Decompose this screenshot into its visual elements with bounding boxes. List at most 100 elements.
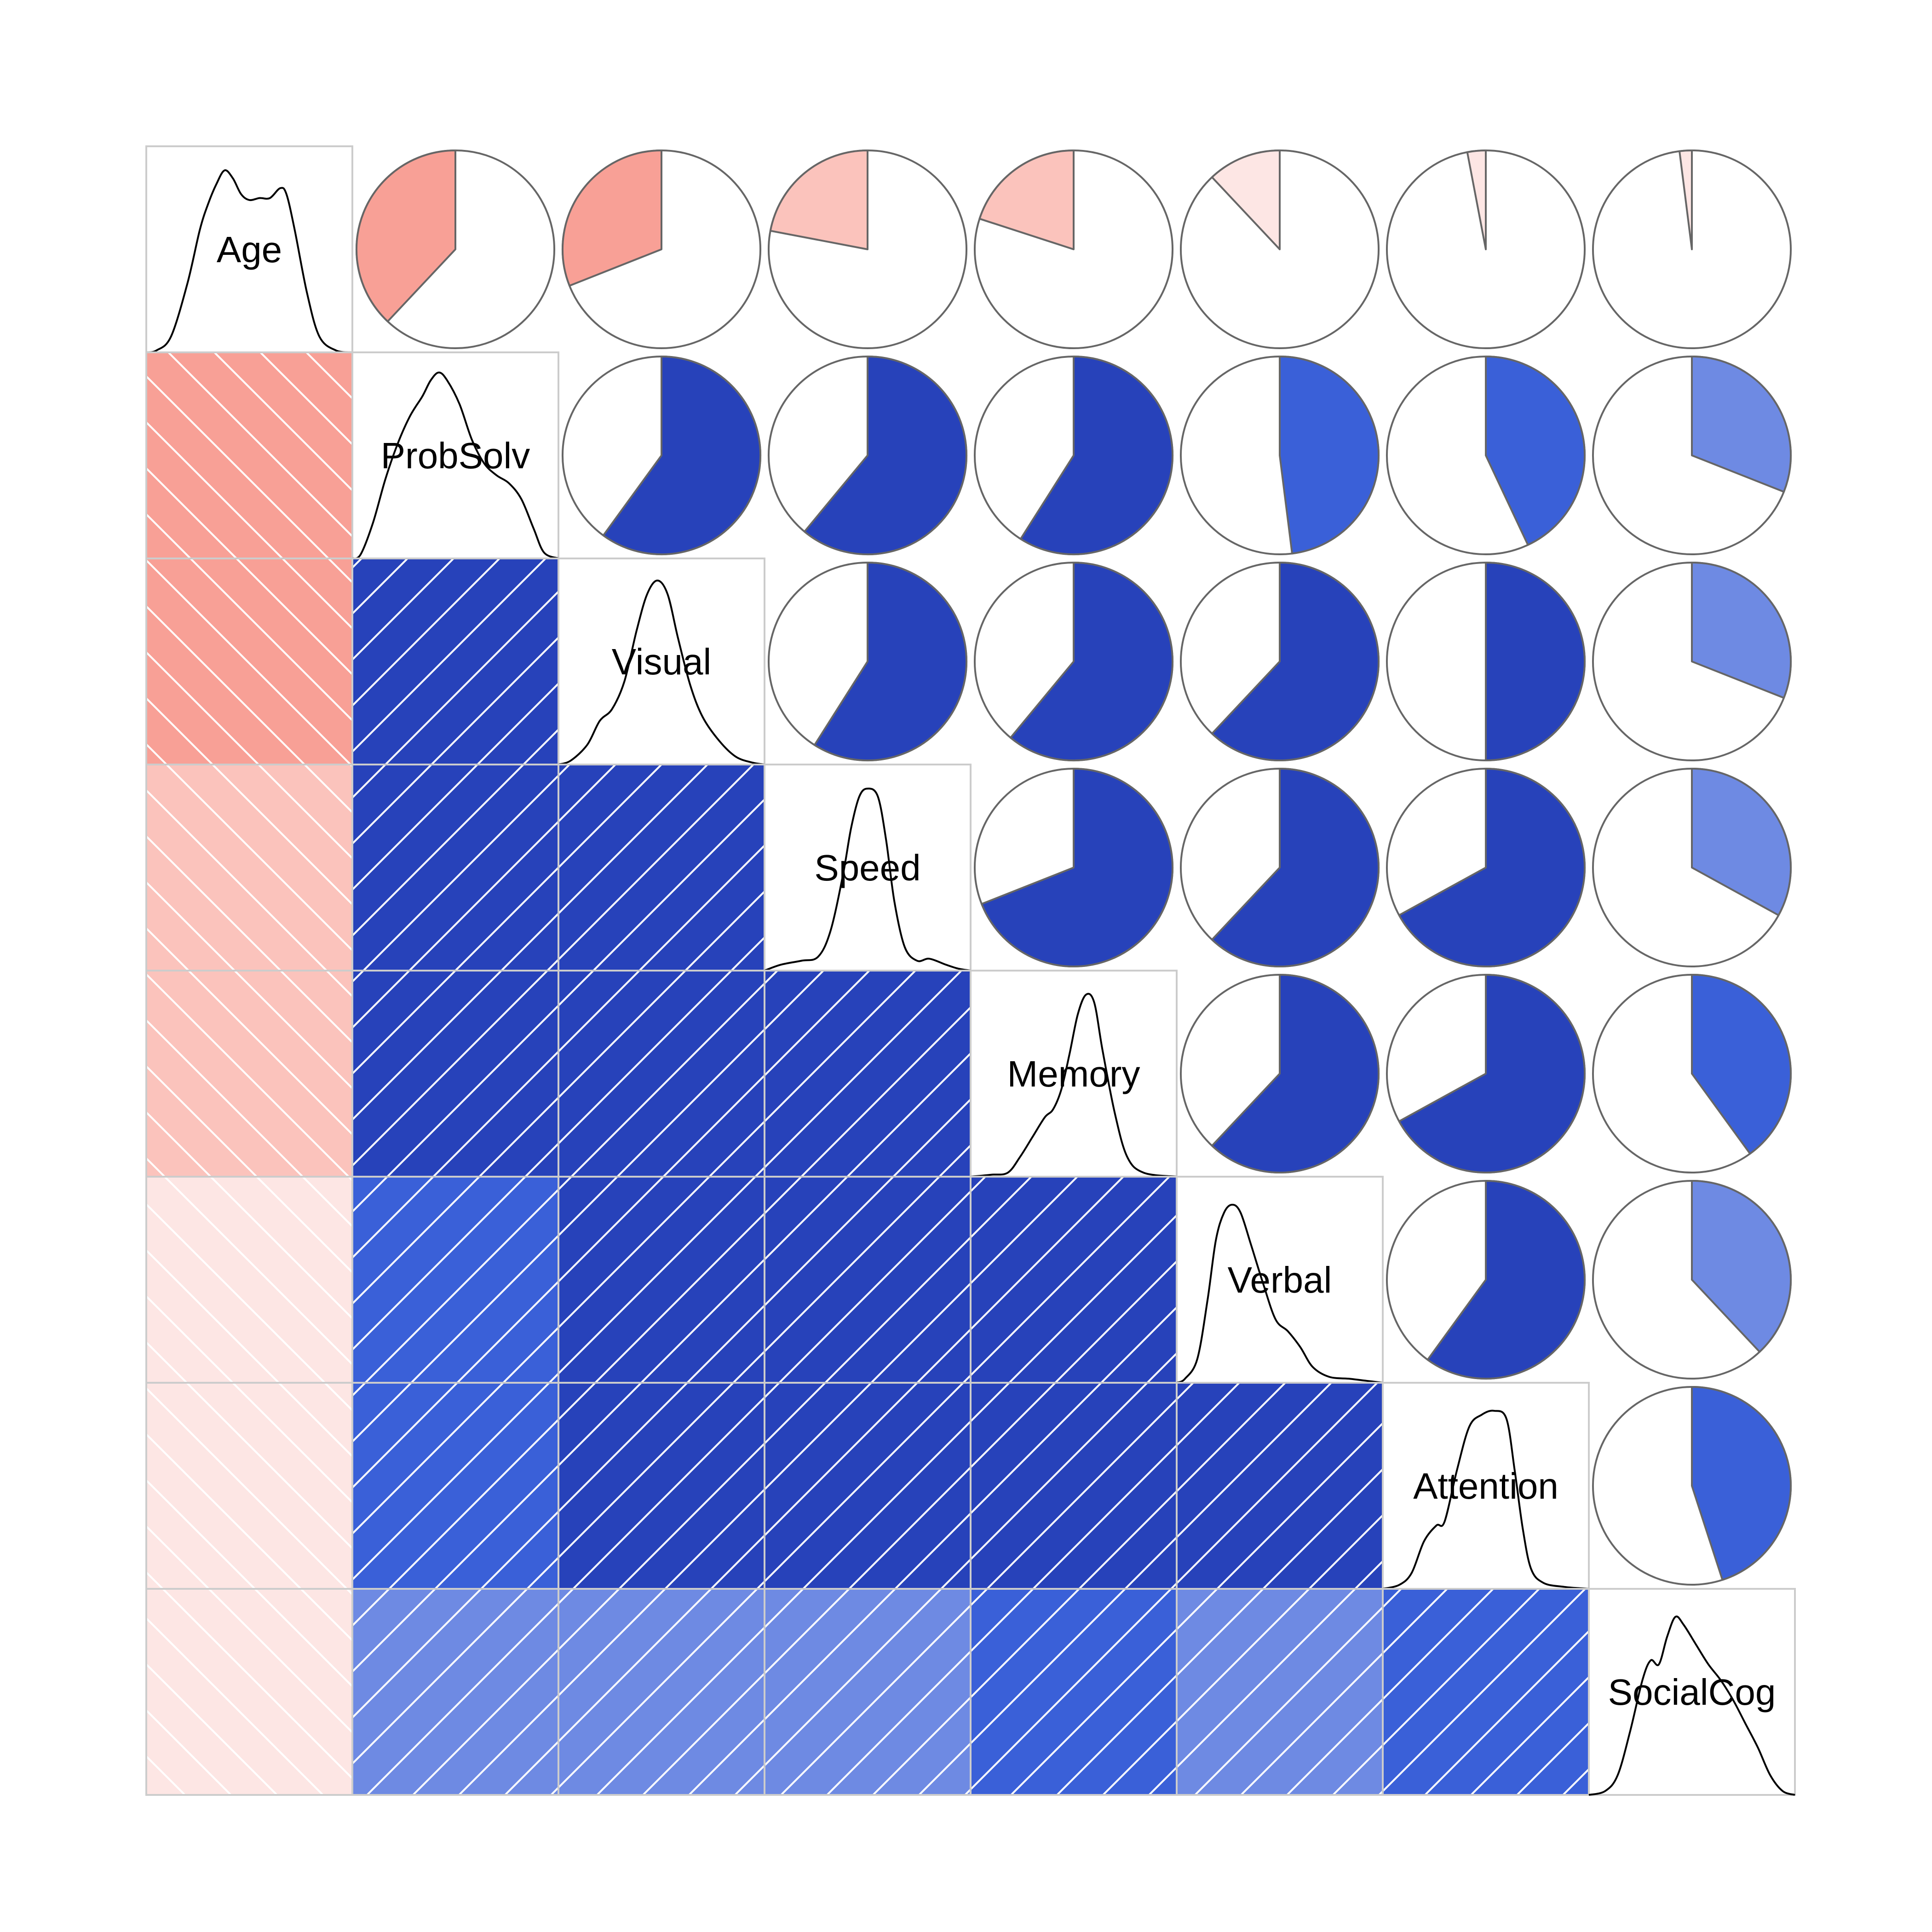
shade-cell	[145, 558, 353, 765]
pie-cell	[561, 355, 762, 556]
diagonal-cell-speed: Speed	[764, 764, 972, 972]
pie-cell	[767, 149, 968, 350]
pie-cell	[1179, 561, 1380, 762]
pie-slice	[1211, 561, 1380, 761]
variable-label-speed: Speed	[814, 847, 920, 888]
pie-cell	[1386, 767, 1586, 968]
pie-cell	[1179, 767, 1380, 968]
pie-cell	[1592, 561, 1792, 762]
shade-hatch	[352, 765, 558, 971]
pie-cell	[1592, 1386, 1792, 1586]
density-curve-verbal	[1176, 1203, 1383, 1384]
pie-cell	[1592, 767, 1792, 968]
pie-cell	[767, 355, 968, 556]
shade-cell	[1382, 1588, 1590, 1796]
shade-cell	[970, 1176, 1178, 1384]
pie-slice	[1398, 767, 1586, 968]
density-curve-socialcog	[1588, 1616, 1795, 1796]
pie-slice	[1211, 767, 1380, 967]
pie-cell	[1592, 973, 1792, 1174]
pie-slice	[981, 767, 1174, 968]
pie-cell	[1179, 355, 1380, 556]
shade-cell	[145, 351, 353, 559]
shade-hatch	[765, 1589, 971, 1795]
shade-hatch	[146, 971, 352, 1177]
pie-slice	[1691, 1386, 1792, 1581]
pie-cell	[1386, 561, 1586, 762]
variable-label-visual: Visual	[612, 641, 711, 682]
pie-slice	[803, 355, 968, 556]
shade-cell	[145, 1382, 353, 1590]
density-curve-attention	[1382, 1409, 1589, 1590]
plot-area: Age ProbSolv Visual Speed Memory Verbal Attent…	[145, 145, 1796, 1796]
shade-hatch	[146, 1177, 352, 1383]
shade-hatch	[352, 971, 558, 1177]
shade-hatch	[1177, 1589, 1383, 1795]
shade-cell	[145, 1176, 353, 1384]
shade-hatch	[146, 558, 352, 765]
pie-slice	[602, 355, 762, 556]
shade-cell	[145, 1588, 353, 1796]
pie-slice	[561, 149, 662, 287]
shade-cell	[558, 764, 765, 972]
pie-slice	[1009, 561, 1174, 762]
diagonal-cell-border	[558, 558, 765, 765]
pie-cell	[767, 561, 968, 762]
shade-hatch	[352, 1589, 558, 1795]
shade-hatch	[1383, 1589, 1589, 1795]
pie-slice	[769, 149, 868, 250]
pie-slice	[1398, 973, 1586, 1174]
pie-cell	[561, 149, 762, 350]
shade-cell	[970, 1588, 1178, 1796]
shade-cell	[351, 764, 559, 972]
shade-hatch	[352, 1383, 558, 1589]
pie-cell	[973, 355, 1174, 556]
pie-slice	[1691, 973, 1792, 1155]
diagonal-cell-border	[970, 970, 1178, 1178]
diagonal-cell-border	[1382, 1382, 1590, 1590]
shade-hatch	[558, 1383, 765, 1589]
diagonal-cell-socialcog: SocialCog	[1588, 1588, 1796, 1796]
shade-hatch	[971, 1383, 1177, 1589]
pie-slice	[1466, 149, 1487, 250]
shade-cell	[351, 1176, 559, 1384]
pie-slice	[1691, 767, 1792, 916]
diagonal-cell-visual: Visual	[558, 558, 765, 765]
pie-cell	[1386, 355, 1586, 556]
variable-label-attention: Attention	[1413, 1466, 1558, 1506]
pie-slice	[1485, 355, 1586, 546]
shade-hatch	[765, 1177, 971, 1383]
shade-cell	[1176, 1588, 1384, 1796]
density-curve-speed	[764, 788, 971, 972]
pie-slice	[1279, 355, 1380, 555]
diagonal-cell-memory: Memory	[970, 970, 1178, 1178]
pie-slice	[1679, 149, 1693, 250]
shade-hatch	[146, 765, 352, 971]
diagonal-cell-border	[351, 351, 559, 559]
pie-slice	[355, 149, 456, 322]
density-curve-age	[146, 169, 353, 353]
pie-cell	[973, 767, 1174, 968]
shade-cell	[764, 1588, 972, 1796]
shade-cell	[764, 1382, 972, 1590]
shade-hatch	[971, 1589, 1177, 1795]
pie-slice	[978, 149, 1075, 250]
variable-label-socialcog: SocialCog	[1608, 1672, 1776, 1713]
shade-cell	[351, 558, 559, 765]
pie-slice	[1426, 1179, 1586, 1380]
pie-cell	[1386, 149, 1586, 350]
shade-hatch	[146, 1589, 352, 1795]
shade-hatch	[558, 1177, 765, 1383]
shade-hatch	[765, 971, 971, 1177]
shade-cell	[145, 970, 353, 1178]
pie-cell	[973, 561, 1174, 762]
shade-hatch	[971, 1177, 1177, 1383]
pie-cell	[355, 149, 556, 350]
diagonal-cell-border	[764, 764, 972, 972]
shade-cell	[558, 1382, 765, 1590]
shade-cell	[764, 970, 972, 1178]
diagonal-cell-attention: Attention	[1382, 1382, 1590, 1590]
shade-hatch	[1177, 1383, 1383, 1589]
variable-label-verbal: Verbal	[1228, 1259, 1332, 1300]
